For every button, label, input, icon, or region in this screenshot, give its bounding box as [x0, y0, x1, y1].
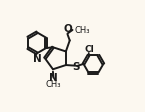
Text: N: N	[49, 72, 58, 82]
Text: Cl: Cl	[84, 44, 94, 53]
Text: N: N	[33, 53, 42, 63]
Text: S: S	[73, 61, 80, 71]
Text: CH₃: CH₃	[74, 26, 90, 35]
Text: O: O	[63, 24, 72, 34]
Text: CH₃: CH₃	[46, 79, 61, 88]
